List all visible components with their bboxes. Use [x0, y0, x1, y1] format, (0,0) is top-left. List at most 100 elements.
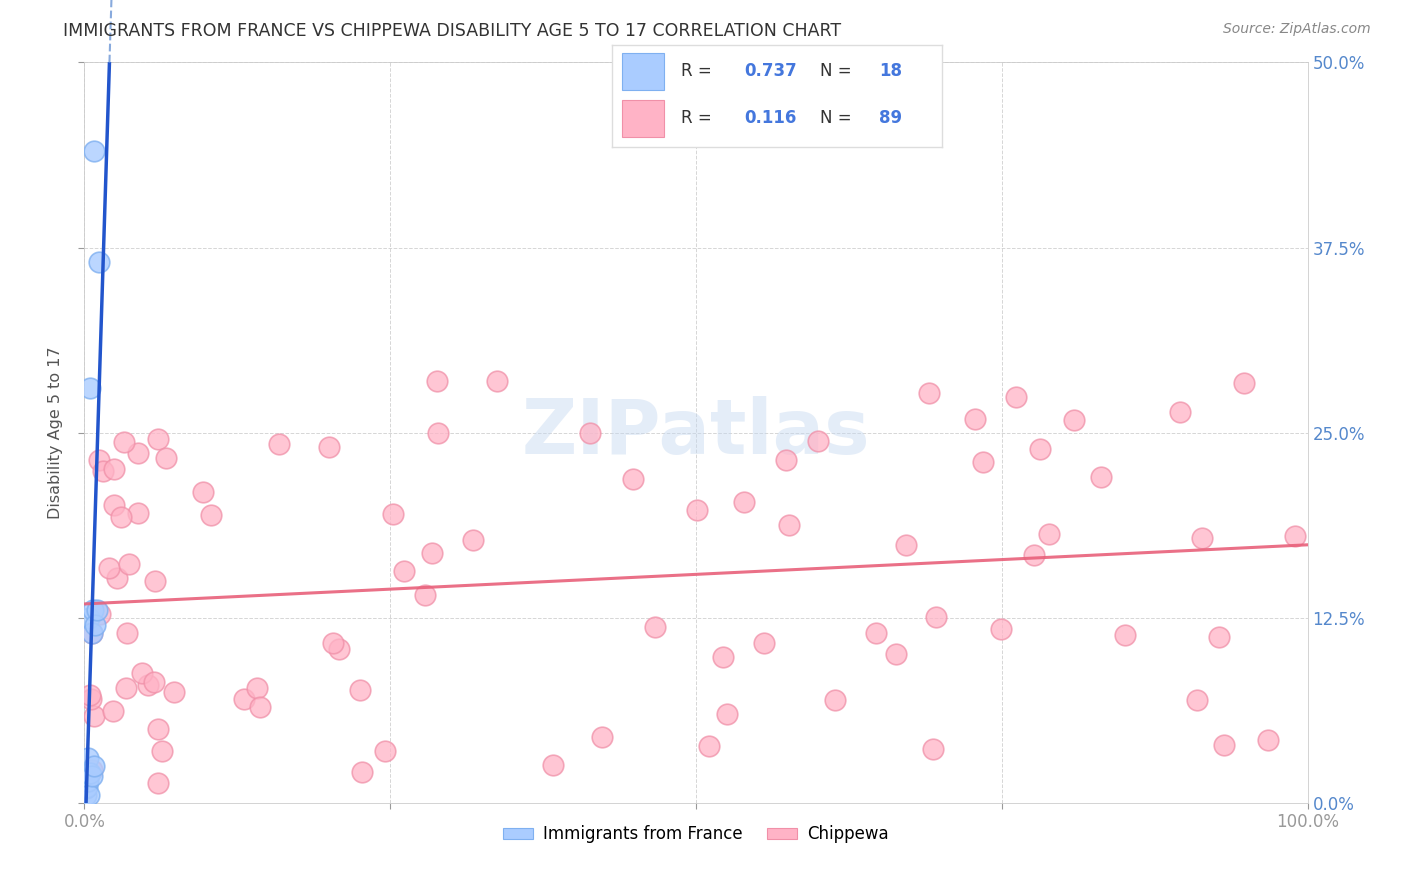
- Point: [1284, 529, 1306, 543]
- Point: [1191, 531, 1213, 545]
- Point: [269, 436, 291, 450]
- Point: [127, 445, 149, 459]
- Point: [1114, 628, 1136, 642]
- Point: [80, 691, 103, 706]
- Point: [824, 693, 846, 707]
- Point: [131, 666, 153, 681]
- Point: [79, 688, 101, 702]
- Point: [136, 678, 159, 692]
- Point: [392, 564, 415, 578]
- Point: [972, 455, 994, 469]
- Point: [146, 722, 169, 736]
- Point: [112, 435, 135, 450]
- Point: [91, 464, 114, 478]
- Text: R =: R =: [681, 62, 717, 79]
- Point: [463, 533, 485, 547]
- Text: N =: N =: [820, 62, 856, 79]
- Point: [1257, 732, 1279, 747]
- Point: [155, 451, 177, 466]
- Point: [80, 769, 103, 783]
- Point: [541, 757, 564, 772]
- Point: [896, 538, 918, 552]
- Point: [76, 773, 98, 788]
- Point: [146, 776, 169, 790]
- Point: [1213, 738, 1236, 752]
- Point: [117, 626, 139, 640]
- Point: [79, 766, 101, 780]
- Point: [1170, 405, 1192, 419]
- Point: [191, 484, 214, 499]
- Point: [75, 780, 97, 795]
- Point: [711, 649, 734, 664]
- Point: [80, 625, 103, 640]
- Point: [87, 452, 110, 467]
- Point: [644, 619, 666, 633]
- Point: [579, 425, 602, 440]
- Point: [374, 744, 396, 758]
- Text: IMMIGRANTS FROM FRANCE VS CHIPPEWA DISABILITY AGE 5 TO 17 CORRELATION CHART: IMMIGRANTS FROM FRANCE VS CHIPPEWA DISAB…: [63, 22, 841, 40]
- Point: [77, 789, 100, 803]
- Point: [150, 744, 173, 758]
- Point: [142, 674, 165, 689]
- Point: [75, 789, 97, 803]
- Text: Source: ZipAtlas.com: Source: ZipAtlas.com: [1223, 22, 1371, 37]
- Point: [103, 462, 125, 476]
- Point: [427, 425, 450, 440]
- Point: [322, 635, 344, 649]
- Point: [318, 441, 340, 455]
- Point: [103, 498, 125, 512]
- Point: [963, 412, 986, 426]
- Point: [83, 708, 105, 723]
- Point: [884, 647, 907, 661]
- Text: N =: N =: [820, 109, 856, 127]
- Point: [80, 763, 103, 777]
- Point: [1024, 548, 1046, 562]
- Y-axis label: Disability Age 5 to 17: Disability Age 5 to 17: [48, 346, 63, 519]
- Point: [685, 503, 707, 517]
- Text: ZIPatlas: ZIPatlas: [522, 396, 870, 469]
- Point: [1233, 376, 1256, 391]
- Point: [922, 742, 945, 756]
- Point: [77, 751, 100, 765]
- Point: [382, 508, 405, 522]
- Point: [1038, 527, 1060, 541]
- Point: [733, 495, 755, 509]
- Text: 89: 89: [879, 109, 903, 127]
- Point: [865, 626, 887, 640]
- Point: [77, 773, 100, 788]
- Point: [83, 145, 105, 159]
- FancyBboxPatch shape: [621, 100, 665, 137]
- Point: [918, 385, 941, 400]
- Point: [413, 588, 436, 602]
- Point: [621, 472, 644, 486]
- Point: [716, 707, 738, 722]
- Point: [246, 681, 269, 695]
- Point: [200, 508, 222, 523]
- Point: [97, 560, 120, 574]
- Point: [591, 730, 613, 744]
- Text: 18: 18: [879, 62, 903, 79]
- Point: [1208, 630, 1230, 644]
- Point: [101, 704, 124, 718]
- Point: [1090, 470, 1112, 484]
- Point: [105, 571, 128, 585]
- Point: [83, 758, 105, 772]
- Point: [349, 683, 371, 698]
- Point: [118, 557, 141, 571]
- Point: [420, 546, 443, 560]
- Point: [249, 700, 271, 714]
- Point: [127, 506, 149, 520]
- Point: [79, 381, 101, 395]
- Point: [426, 374, 449, 388]
- Point: [110, 510, 132, 524]
- Point: [143, 574, 166, 588]
- Point: [89, 607, 111, 621]
- Text: 0.116: 0.116: [744, 109, 796, 127]
- Point: [806, 434, 828, 448]
- Point: [699, 739, 721, 753]
- Point: [1005, 390, 1028, 404]
- Point: [1063, 413, 1085, 427]
- Text: 0.737: 0.737: [744, 62, 797, 79]
- Point: [328, 642, 350, 657]
- Point: [76, 780, 98, 794]
